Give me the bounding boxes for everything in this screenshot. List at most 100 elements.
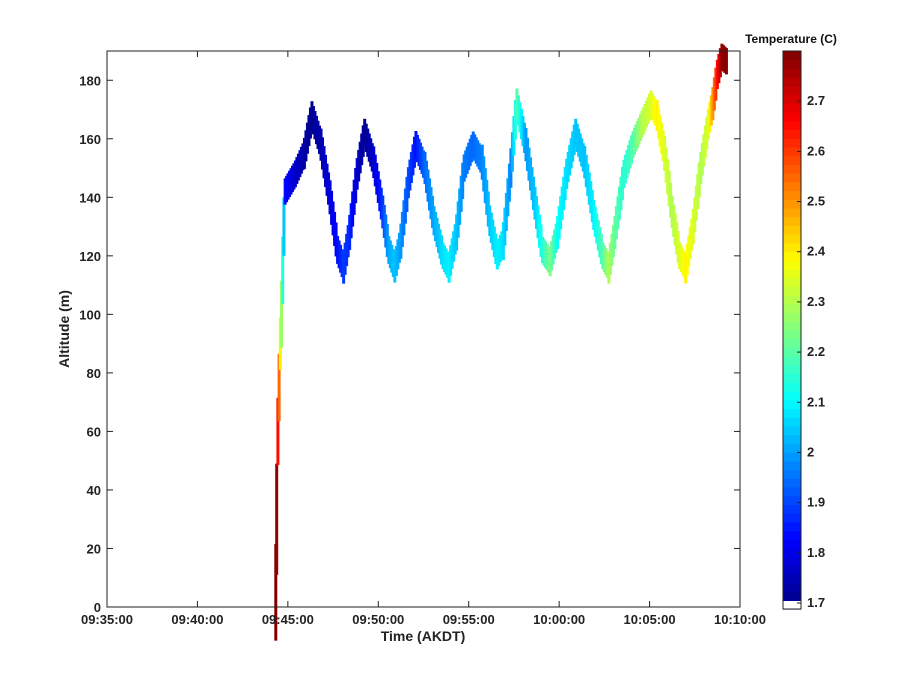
colorbar-swatch	[783, 277, 801, 288]
temperature-cell	[518, 102, 522, 133]
temperature-cell	[479, 146, 483, 173]
temperature-cell	[473, 134, 477, 161]
temperature-cell	[361, 125, 365, 157]
colorbar-title: Temperature (C)	[745, 32, 837, 46]
temperature-cell	[626, 145, 630, 174]
temperature-cell	[310, 101, 314, 130]
temperature-cell	[536, 205, 540, 239]
temperature-cell	[714, 67, 718, 101]
temperature-cell	[648, 93, 652, 121]
temperature-cell	[276, 397, 280, 466]
x-tick-label: 09:45:00	[262, 612, 314, 627]
temperature-cell	[367, 133, 371, 162]
temperature-cell	[277, 353, 281, 422]
temperature-cell	[417, 138, 421, 167]
temperature-cell	[403, 188, 407, 224]
temperature-cell	[684, 251, 688, 284]
temperature-cell	[397, 232, 401, 263]
colorbar-swatch	[783, 112, 801, 122]
colorbar-swatch	[783, 103, 801, 113]
temperature-cell	[602, 245, 606, 272]
temperature-cell	[364, 123, 368, 152]
temperature-cell	[557, 206, 561, 240]
temperature-cell	[614, 206, 618, 240]
temperature-cell	[488, 205, 492, 236]
x-axis: 09:35:00 09:40:00 09:45:00 09:50:00 09:55:00…	[81, 51, 766, 627]
temperature-cell	[352, 179, 356, 215]
colorbar-swatch	[783, 77, 801, 87]
temperature-cell	[559, 196, 563, 230]
temperature-cell	[610, 233, 614, 267]
temperature-cell	[587, 172, 591, 205]
temperature-cell	[586, 163, 590, 196]
temperature-cell	[373, 154, 377, 187]
temperature-cell	[705, 116, 709, 150]
temperature-cell	[702, 134, 706, 167]
colorbar-swatch	[783, 391, 801, 401]
colorbar	[782, 50, 802, 610]
colorbar-tick-label: 2.6	[807, 143, 825, 158]
temperature-cell	[690, 218, 694, 251]
temperature-cell	[281, 236, 285, 305]
temperature-cell	[381, 195, 385, 229]
temperature-cell	[376, 171, 380, 203]
temperature-cell	[474, 137, 478, 164]
temperature-cell	[616, 196, 620, 230]
temperature-cell	[351, 191, 355, 227]
temperature-cell	[625, 150, 629, 179]
temperature-cell	[440, 235, 444, 265]
temperature-cell	[636, 120, 640, 148]
temperature-cell	[420, 146, 424, 174]
temperature-cell	[423, 151, 427, 185]
temperature-cell	[414, 130, 418, 159]
plot-frame	[106, 50, 741, 608]
temperature-cell	[572, 124, 576, 155]
temperature-cell	[391, 249, 395, 278]
colorbar-swatch	[783, 530, 801, 540]
temperature-cell	[706, 109, 710, 140]
temperature-cell	[513, 100, 517, 140]
temperature-cell	[599, 233, 603, 265]
temperature-cell	[657, 107, 661, 139]
colorbar-swatch	[783, 574, 801, 584]
temperature-cell	[308, 107, 312, 139]
temperature-cell	[437, 223, 441, 253]
temperature-cell	[337, 240, 341, 269]
colorbar-tick-label: 2.2	[807, 344, 825, 359]
temperature-cell	[512, 116, 516, 156]
temperature-cell	[314, 115, 318, 145]
temperature-cell	[507, 163, 511, 202]
temperature-cell	[465, 146, 469, 174]
y-tick-label: 180	[79, 73, 101, 88]
temperature-cell	[709, 95, 713, 126]
temperature-cell	[411, 144, 415, 176]
temperature-cell	[360, 133, 364, 166]
temperature-cell	[527, 147, 531, 181]
temperature-cell	[539, 224, 543, 258]
temperature-cell	[682, 251, 686, 278]
temperature-cell	[406, 167, 410, 199]
temperature-cell	[504, 192, 508, 231]
temperature-cell	[366, 128, 370, 157]
temperature-cell	[357, 149, 361, 182]
temperature-cell	[336, 236, 340, 264]
colorbar-swatch	[783, 321, 801, 331]
temperature-cell	[378, 179, 382, 212]
temperature-cell	[658, 115, 662, 147]
temperature-cell	[349, 203, 353, 239]
temperature-cell	[321, 137, 325, 170]
colorbar-swatch	[783, 260, 801, 270]
temperature-cell	[501, 222, 505, 261]
colorbar-swatch	[783, 373, 801, 383]
temperature-cell	[405, 176, 409, 212]
temperature-cell	[467, 142, 471, 171]
temperature-cell	[322, 146, 326, 179]
x-tick-label: 09:35:00	[81, 612, 133, 627]
temperature-cell	[299, 146, 303, 174]
temperature-cell	[676, 230, 680, 264]
x-tick-label: 09:50:00	[352, 612, 404, 627]
temperature-cell	[425, 160, 429, 193]
temperature-cell	[390, 244, 394, 273]
temperature-cell	[456, 201, 460, 238]
temperature-cell	[699, 151, 703, 185]
